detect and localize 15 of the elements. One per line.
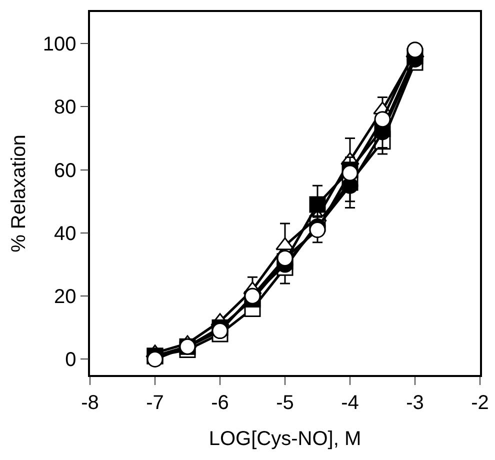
y-tick-label: 20 <box>54 286 76 308</box>
y-axis-title: % Relaxation <box>8 134 30 252</box>
x-tick-label: -5 <box>276 392 294 414</box>
x-tick-label: -4 <box>341 392 359 414</box>
x-tick-label: -7 <box>146 392 164 414</box>
y-tick-label: 80 <box>54 96 76 119</box>
x-axis-title: LOG[Cys-NO], M <box>208 428 362 450</box>
x-tick-label: -8 <box>81 392 99 414</box>
x-tick-label: -2 <box>471 392 489 414</box>
y-tick-label: 40 <box>54 222 76 245</box>
y-tick-label: 60 <box>54 160 76 182</box>
x-tick-label: -3 <box>406 392 424 414</box>
y-tick-label: 0 <box>65 349 76 372</box>
y-tick-label: 100 <box>42 34 76 56</box>
x-tick-label: -6 <box>211 392 229 414</box>
